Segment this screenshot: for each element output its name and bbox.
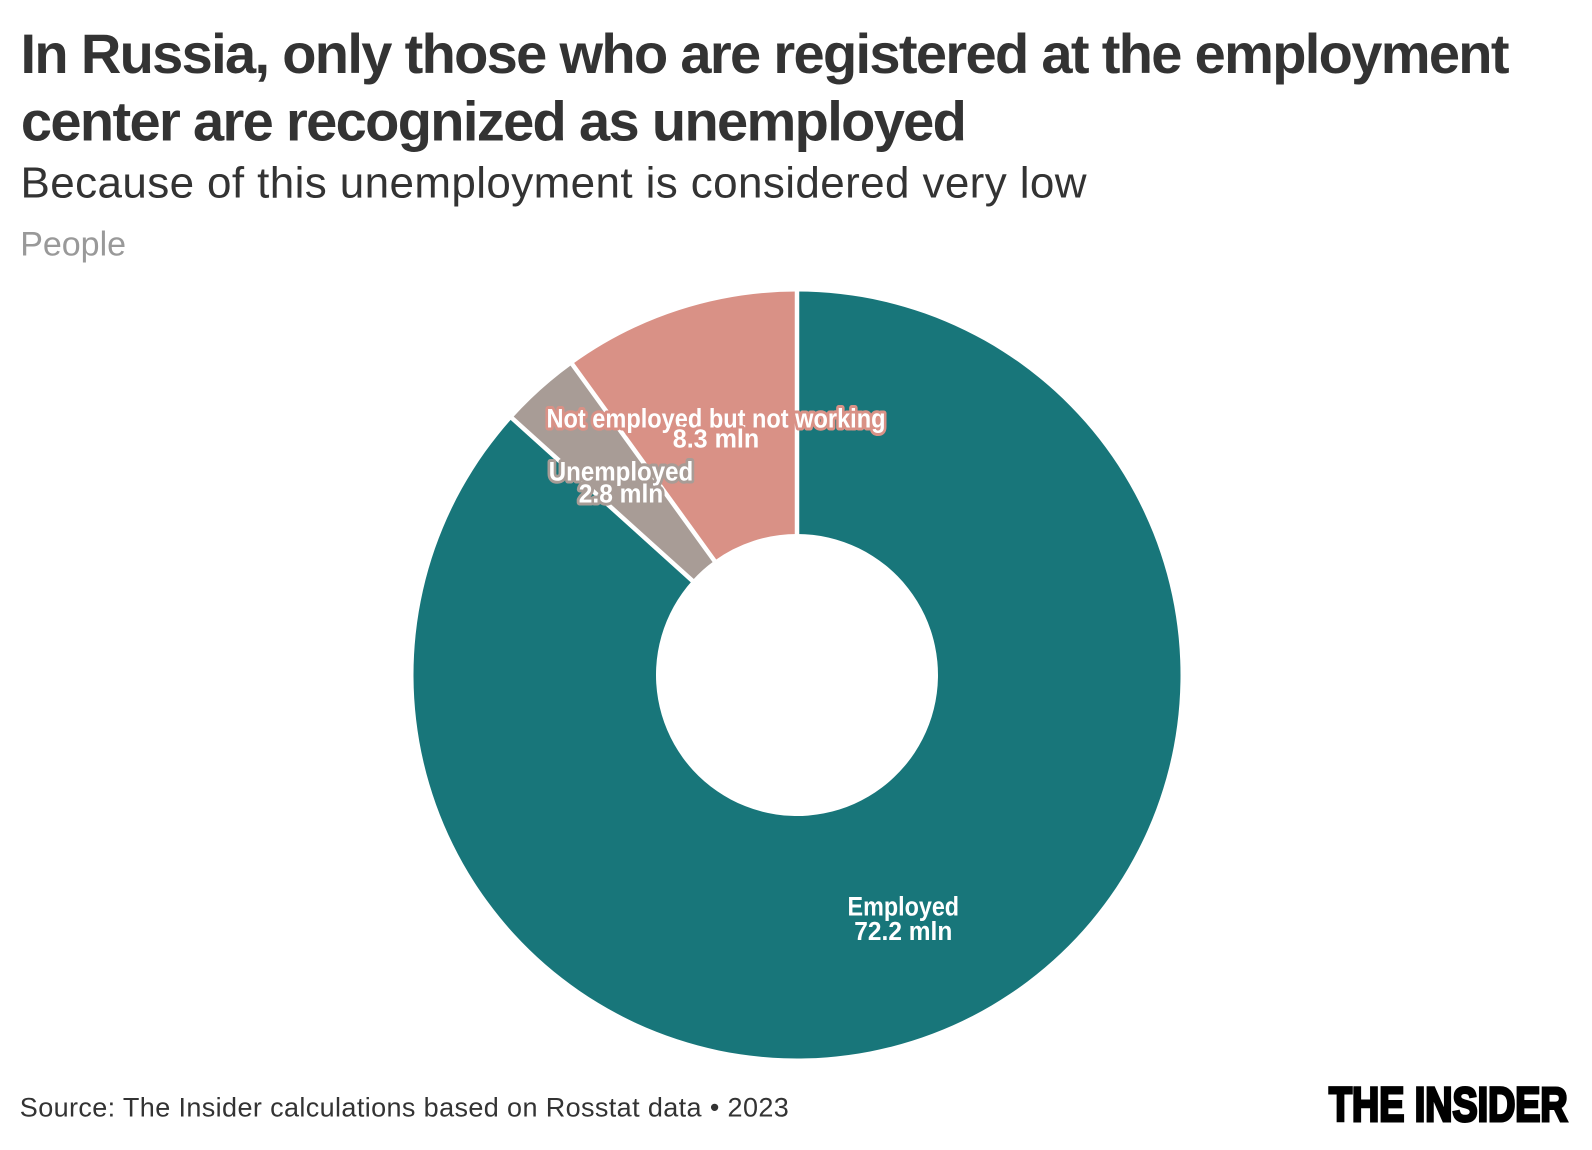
svg-text:center are recognized as unemp: center are recognized as unemployed (21, 89, 967, 152)
svg-text:Because of this unemployment i: Because of this unemployment is consider… (21, 158, 1087, 207)
svg-text:In Russia, only those who are: In Russia, only those who are registered… (21, 22, 1510, 85)
svg-text:Unemployed: Unemployed (549, 457, 694, 487)
svg-text:72.2 mln: 72.2 mln (854, 918, 952, 946)
svg-text:Not employed but not working: Not employed but not working (547, 404, 886, 434)
svg-text:Source: The Insider calculatio: Source: The Insider calculations based o… (20, 1093, 789, 1123)
svg-text:Employed: Employed (848, 892, 960, 922)
svg-text:THE INSIDER: THE INSIDER (1329, 1079, 1568, 1132)
svg-text:8.3 mln: 8.3 mln (673, 426, 760, 454)
svg-text:People: People (20, 226, 126, 264)
svg-text:2.8 mln: 2.8 mln (579, 480, 664, 508)
